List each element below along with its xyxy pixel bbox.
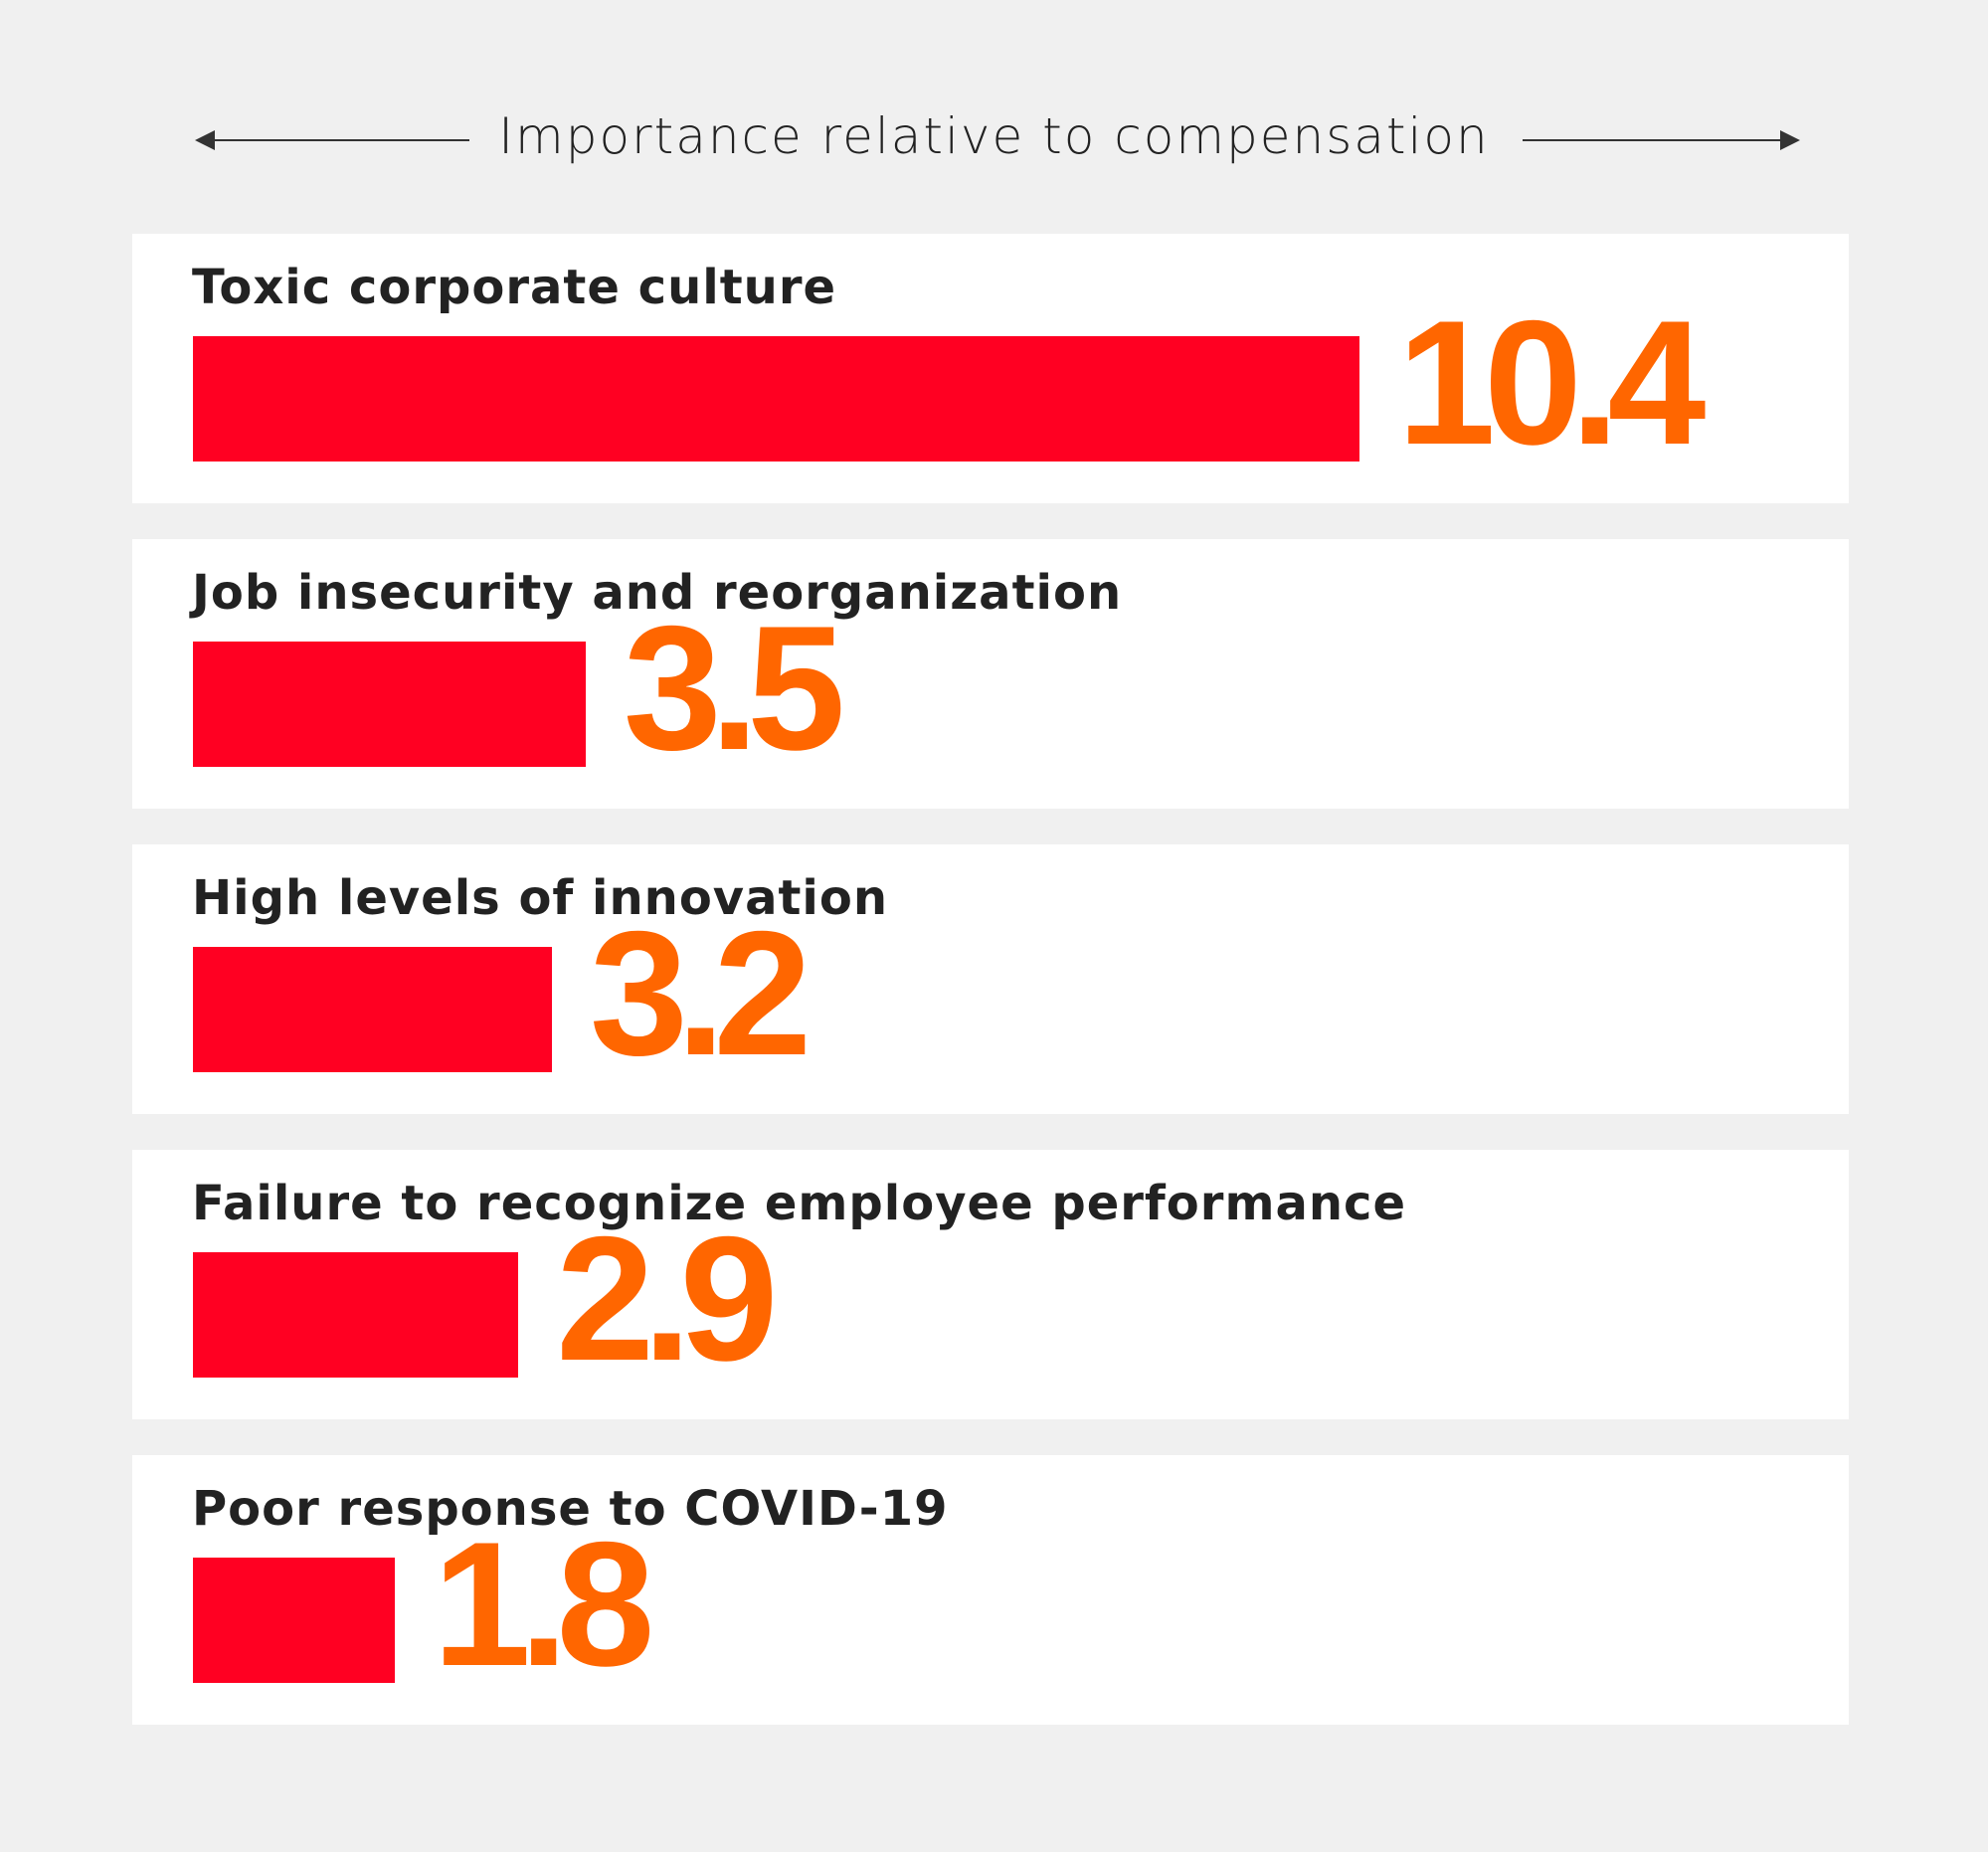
bar [193,1252,519,1378]
category-label: Poor response to COVID-19 [192,1481,949,1537]
chart-title: Importance relative to compensation [498,107,1490,165]
bar [193,947,552,1072]
value-label: 2.9 [556,1200,778,1397]
value-label: 1.8 [433,1505,654,1703]
category-label: Failure to recognize employee performanc… [192,1176,1407,1231]
bar [193,642,586,767]
value-label: 3.2 [589,894,812,1092]
category-label: High levels of innovation [192,870,889,926]
bar-panel: Poor response to COVID-19 1.8 [132,1455,1849,1725]
value-label: 10.4 [1397,283,1706,481]
bar [193,1558,396,1683]
bar-panel: Toxic corporate culture 10.4 [132,234,1849,503]
category-label: Toxic corporate culture [192,260,837,315]
value-label: 3.5 [623,589,845,787]
bar-panel: Failure to recognize employee performanc… [132,1150,1849,1419]
bar-panel: High levels of innovation 3.2 [132,844,1849,1114]
category-label: Job insecurity and reorganization [192,565,1123,621]
bar-panel: Job insecurity and reorganization 3.5 [132,539,1849,809]
bar [193,336,1359,462]
